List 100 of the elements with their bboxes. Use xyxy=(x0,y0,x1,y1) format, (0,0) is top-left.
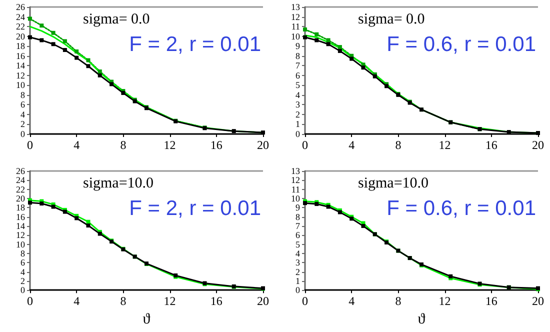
y-tick-label: 24 xyxy=(16,12,26,22)
point xyxy=(303,27,307,32)
x-tick-label: 16 xyxy=(210,294,222,308)
point xyxy=(62,48,67,52)
point xyxy=(51,42,56,46)
y-tick-label: 22 xyxy=(16,22,25,32)
x-tick-label: 12 xyxy=(438,138,451,152)
point xyxy=(74,49,79,54)
y-tick-label: 6 xyxy=(20,258,26,268)
y-tick-label: 20 xyxy=(16,31,26,42)
y-tick-label: 0 xyxy=(20,285,26,296)
y-tick-label: 20 xyxy=(16,193,26,204)
y-tick-label: 2 xyxy=(296,109,300,120)
y-tick-label: 10 xyxy=(16,239,26,250)
y-tick-label: 11 xyxy=(291,184,300,194)
y-tick-label: 13 xyxy=(291,166,300,176)
x-tick-label: 12 xyxy=(164,294,176,308)
x-tick-label: 16 xyxy=(485,138,498,152)
y-tick-label: 8 xyxy=(20,248,26,258)
x-tick-label: 8 xyxy=(395,138,402,152)
y-tick-label: 6 xyxy=(296,230,300,240)
y-tick-label: 2 xyxy=(20,276,25,286)
x-tick-label: 12 xyxy=(164,138,176,152)
y-tick-label: 5 xyxy=(296,239,300,250)
x-axis-title: ϑ xyxy=(418,312,426,328)
x-tick-label: 20 xyxy=(257,294,269,308)
point xyxy=(86,224,90,228)
x-tick-label: 8 xyxy=(120,294,126,308)
point xyxy=(350,56,354,61)
x-tick-label: 8 xyxy=(395,294,402,308)
point xyxy=(28,35,32,40)
point xyxy=(361,66,366,70)
y-tick-label: 9 xyxy=(296,202,300,213)
point xyxy=(86,64,90,68)
y-tick-label: 14 xyxy=(16,220,26,231)
y-tick-label: 18 xyxy=(16,41,26,52)
point xyxy=(261,130,265,135)
annotation: F = 2, r = 0.01 xyxy=(129,197,261,220)
point xyxy=(28,16,32,21)
y-tick-label: 10 xyxy=(291,31,300,42)
annotation: F = 0.6, r = 0.01 xyxy=(386,197,536,220)
point xyxy=(86,58,90,62)
y-tick-label: 26 xyxy=(16,2,26,12)
x-tick-label: 4 xyxy=(348,138,355,152)
point xyxy=(51,30,56,35)
y-tick-label: 2 xyxy=(296,266,300,277)
y-tick-label: 12 xyxy=(291,175,300,186)
y-tick-label: 3 xyxy=(296,258,300,268)
y-tick-label: 3 xyxy=(296,100,300,110)
y-tick-label: 12 xyxy=(16,230,25,240)
x-tick-label: 20 xyxy=(257,138,269,152)
x-tick-label: 16 xyxy=(210,138,222,152)
y-tick-label: 0 xyxy=(296,285,300,296)
point xyxy=(303,35,307,40)
y-tick-label: 9 xyxy=(296,41,300,52)
x-tick-label: 4 xyxy=(74,294,80,308)
point xyxy=(232,129,236,134)
y-tick-label: 6 xyxy=(296,70,300,80)
point xyxy=(98,69,102,74)
y-tick-label: 11 xyxy=(291,22,300,32)
point xyxy=(110,82,114,86)
y-tick-label: 2 xyxy=(20,119,25,130)
y-tick-label: 1 xyxy=(296,276,300,286)
y-tick-label: 0 xyxy=(20,129,26,139)
y-tick-label: 10 xyxy=(291,193,300,204)
x-tick-label: 16 xyxy=(485,294,498,308)
y-tick-label: 13 xyxy=(291,2,300,12)
y-tick-label: 12 xyxy=(291,12,300,22)
point xyxy=(74,216,79,220)
point xyxy=(74,56,79,60)
point xyxy=(98,73,102,78)
x-tick-label: 12 xyxy=(438,294,451,308)
annotation: sigma= 0.0 xyxy=(83,12,150,28)
y-tick-label: 6 xyxy=(20,100,26,110)
y-tick-label: 18 xyxy=(16,202,26,213)
point xyxy=(314,38,319,42)
x-axis-title: ϑ xyxy=(142,312,151,328)
point xyxy=(361,224,366,228)
x-tick-label: 4 xyxy=(348,294,355,308)
point xyxy=(326,38,330,42)
point xyxy=(40,202,44,206)
point xyxy=(51,204,56,209)
y-tick-label: 10 xyxy=(16,80,26,90)
x-tick-label: 20 xyxy=(532,138,544,152)
y-tick-label: 5 xyxy=(296,80,300,90)
annotation: F = 0.6, r = 0.01 xyxy=(386,33,536,56)
y-tick-label: 24 xyxy=(16,175,26,186)
annotation: sigma=10.0 xyxy=(358,176,429,192)
annotation: sigma=10.0 xyxy=(83,176,154,192)
y-tick-label: 4 xyxy=(296,248,300,258)
y-tick-label: 14 xyxy=(16,60,26,71)
y-tick-label: 16 xyxy=(16,212,26,222)
x-tick-label: 8 xyxy=(120,138,126,152)
y-tick-label: 1 xyxy=(296,119,300,130)
y-tick-label: 26 xyxy=(16,166,26,176)
y-tick-label: 7 xyxy=(296,220,300,231)
point xyxy=(40,24,44,28)
y-tick-label: 8 xyxy=(296,50,300,61)
point xyxy=(338,48,342,53)
y-tick-label: 4 xyxy=(296,90,300,100)
